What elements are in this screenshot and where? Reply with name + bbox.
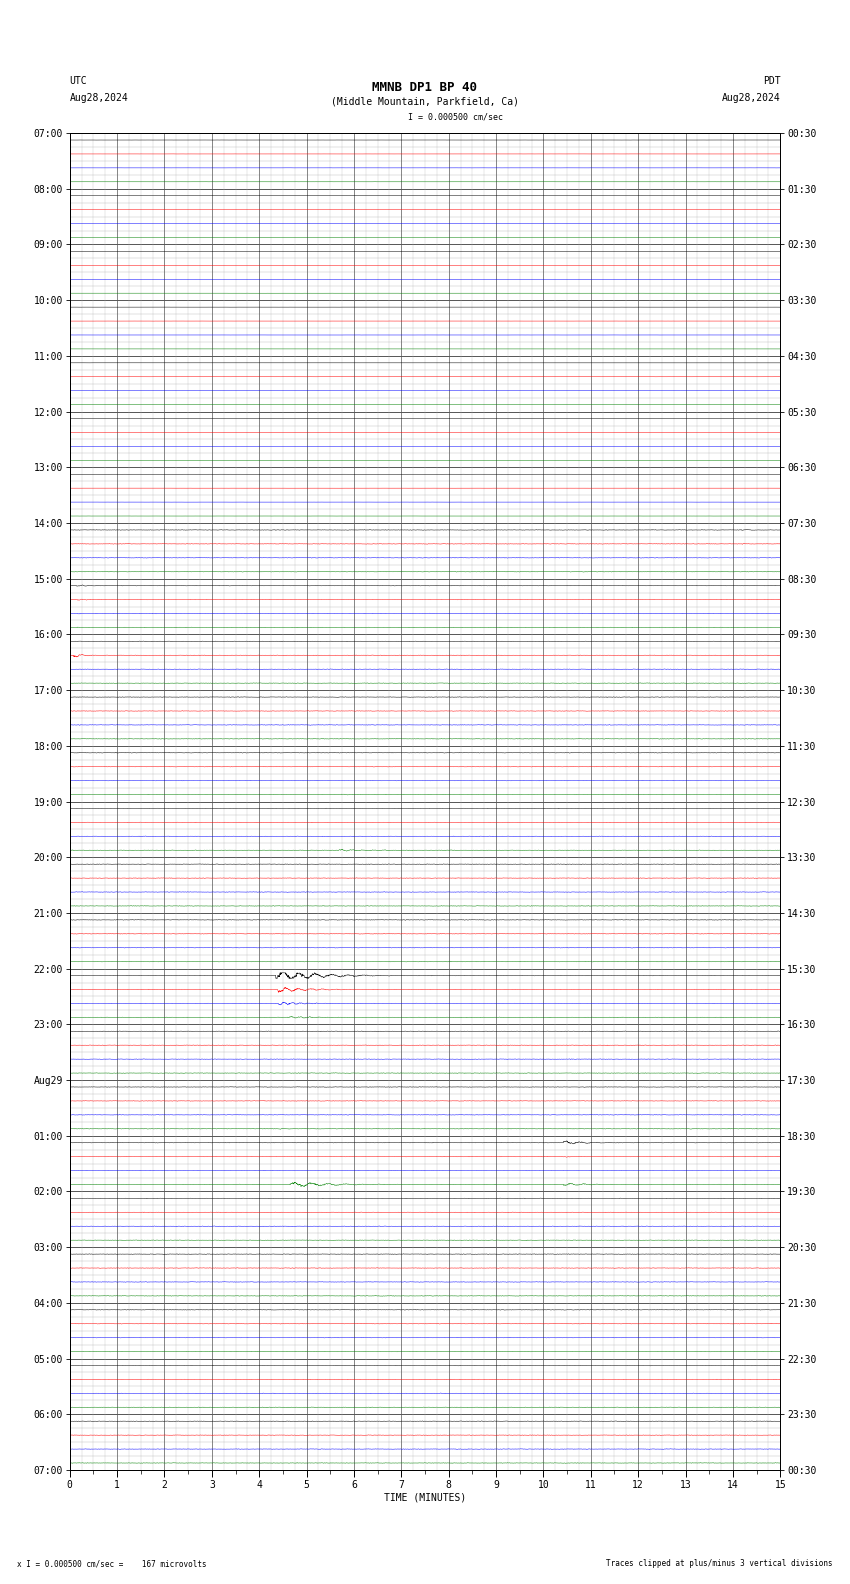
Text: I = 0.000500 cm/sec: I = 0.000500 cm/sec	[408, 112, 503, 122]
Text: Aug28,2024: Aug28,2024	[70, 93, 128, 103]
Text: x I = 0.000500 cm/sec =    167 microvolts: x I = 0.000500 cm/sec = 167 microvolts	[17, 1559, 207, 1568]
Text: (Middle Mountain, Parkfield, Ca): (Middle Mountain, Parkfield, Ca)	[331, 97, 519, 106]
Text: PDT: PDT	[762, 76, 780, 86]
Text: Traces clipped at plus/minus 3 vertical divisions: Traces clipped at plus/minus 3 vertical …	[606, 1559, 833, 1568]
Text: MMNB DP1 BP 40: MMNB DP1 BP 40	[372, 81, 478, 93]
Text: Aug28,2024: Aug28,2024	[722, 93, 780, 103]
X-axis label: TIME (MINUTES): TIME (MINUTES)	[384, 1492, 466, 1503]
Text: UTC: UTC	[70, 76, 88, 86]
